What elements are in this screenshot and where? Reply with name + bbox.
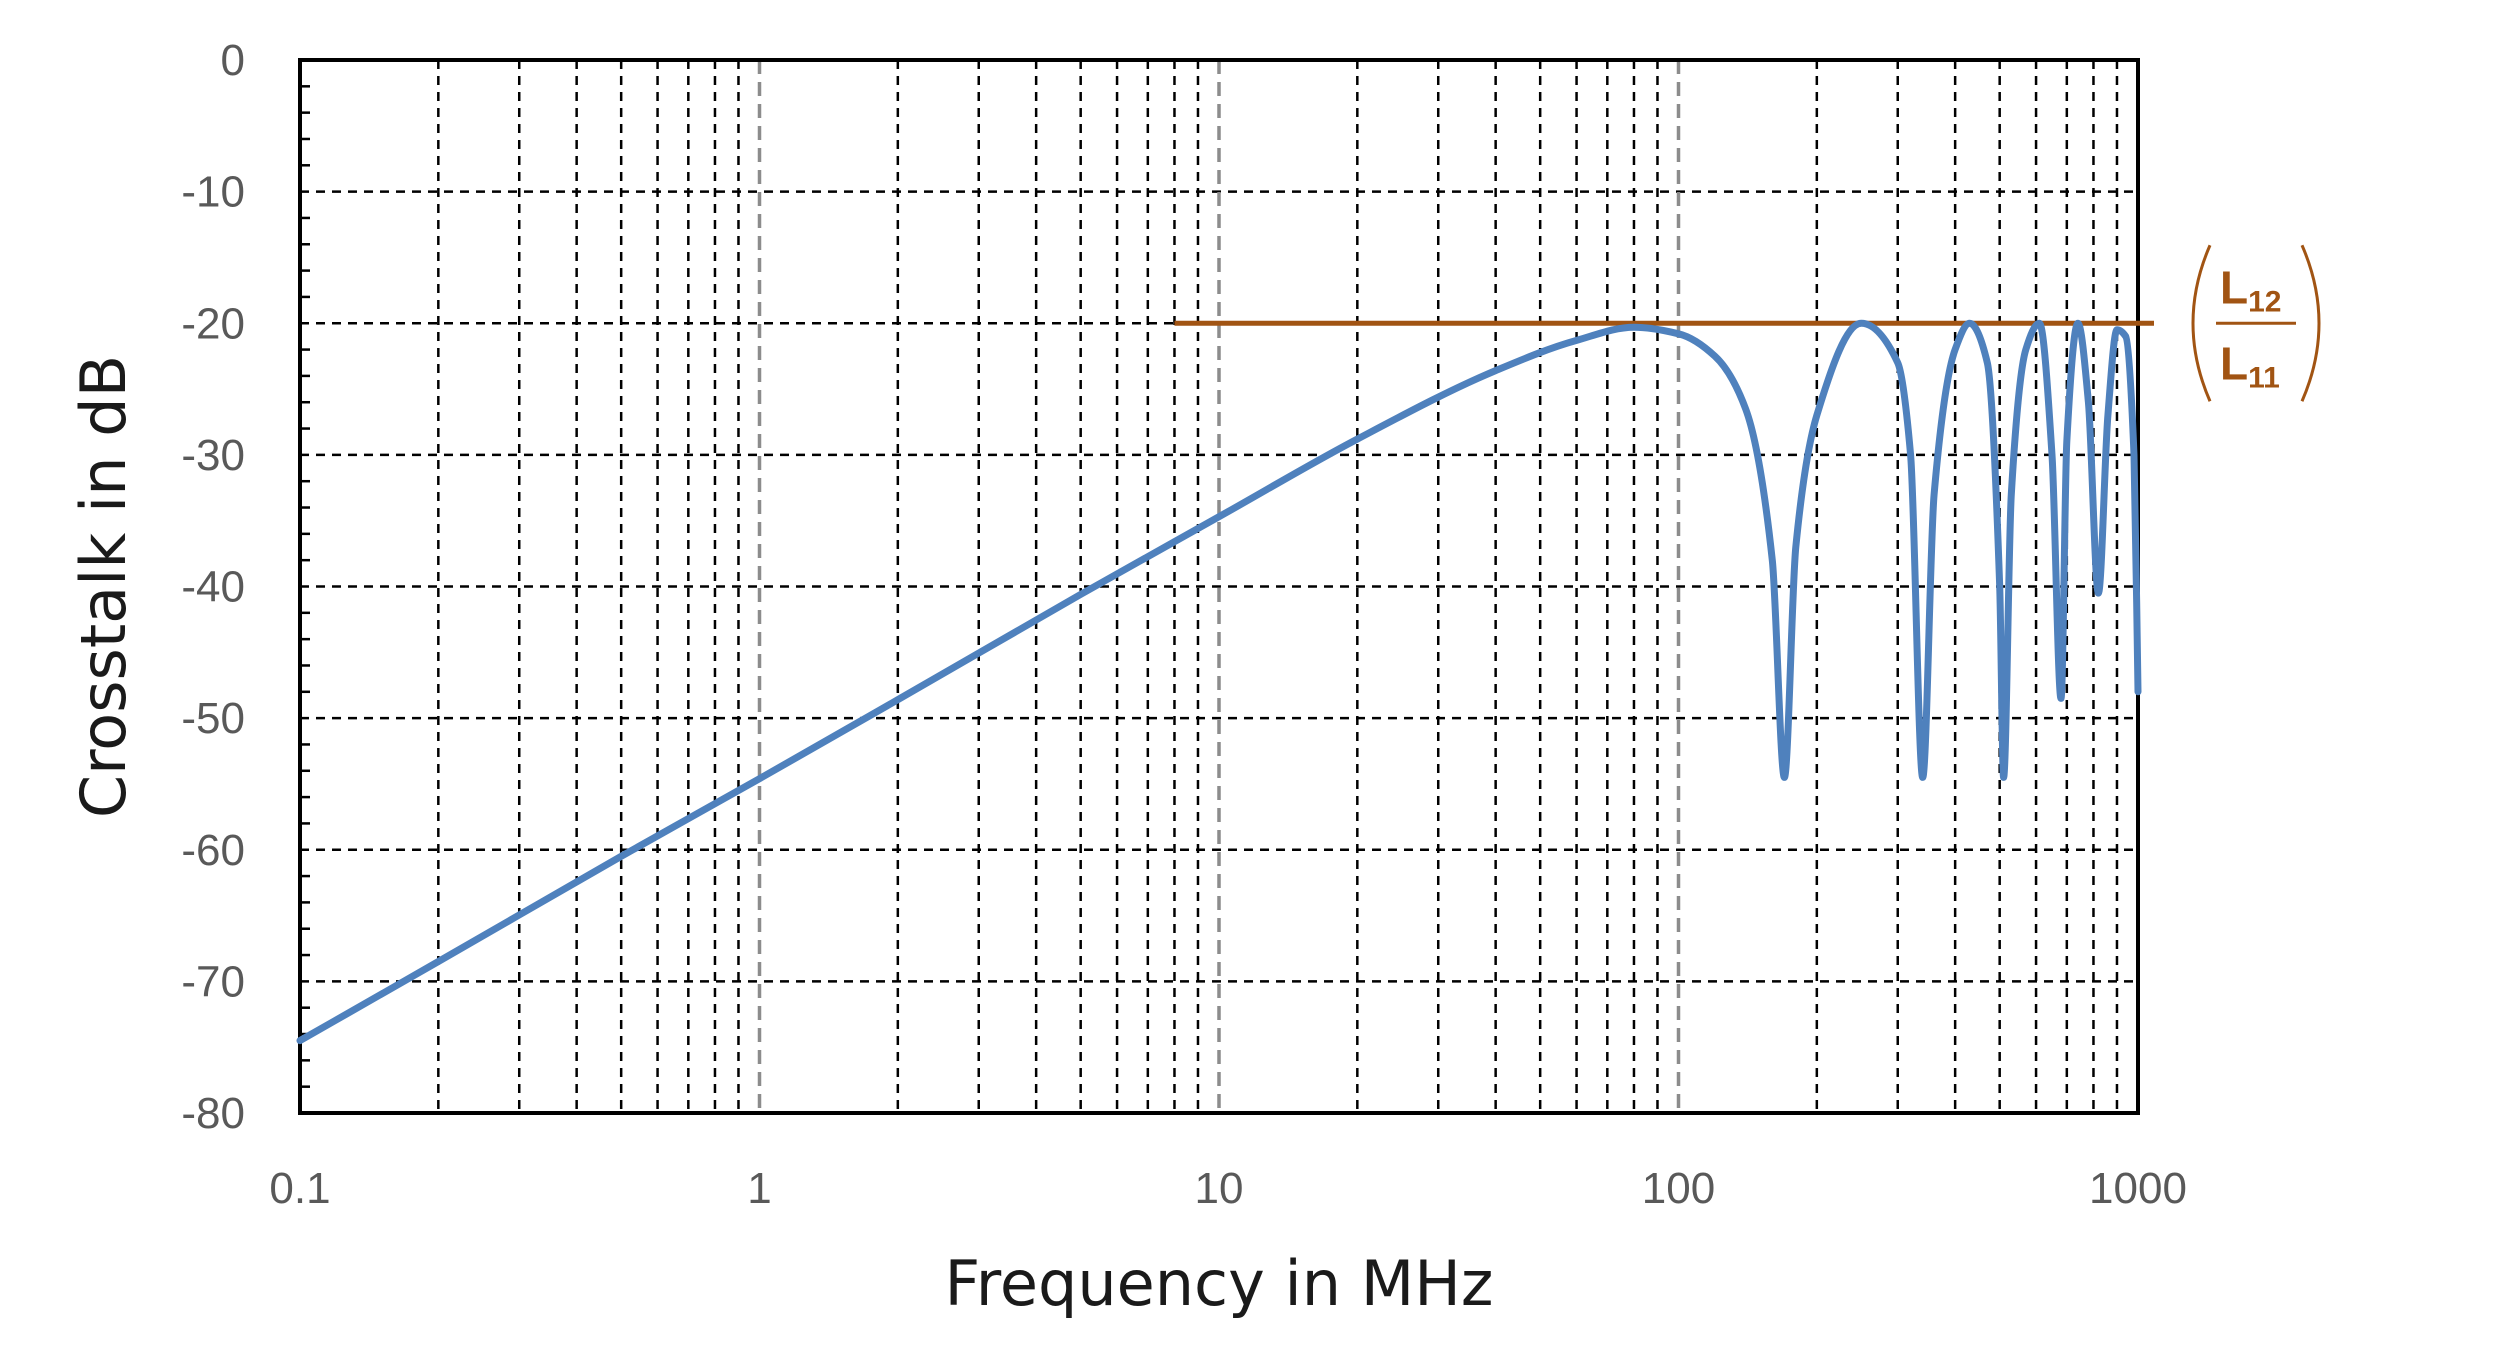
x-tick-label: 0.1 (269, 1164, 330, 1213)
y-tick-label: -30 (181, 431, 245, 480)
x-axis-ticks: 0.1 1 10 100 1000 (269, 1164, 2187, 1213)
x-tick-label: 100 (1642, 1164, 1715, 1213)
y-tick-label: -10 (181, 168, 245, 217)
x-tick-label: 10 (1195, 1164, 1244, 1213)
x-tick-label: 1 (747, 1164, 771, 1213)
x-tick-label: 1000 (2089, 1164, 2187, 1213)
x-axis-title: Frequency in MHz (945, 1247, 1494, 1320)
ratio-annotation: L12 L11 (2191, 244, 2321, 402)
y-tick-label: 0 (221, 36, 245, 85)
left-paren (2191, 244, 2212, 402)
y-tick-label: -80 (181, 1089, 245, 1138)
denominator-letter: L (2220, 337, 2248, 389)
y-tick-label: -40 (181, 563, 245, 612)
y-axis-title: Crosstalk in dB (67, 355, 140, 818)
numerator-subscript: 12 (2248, 285, 2281, 318)
y-axis-ticks: 0 -10 -20 -30 -40 -50 -60 -70 -80 (181, 36, 310, 1138)
grid-lines (300, 60, 2138, 1113)
annotation-numerator: L12 (2220, 261, 2281, 318)
numerator-letter: L (2220, 261, 2248, 313)
denominator-subscript: 11 (2248, 361, 2280, 394)
y-tick-label: -70 (181, 957, 245, 1006)
y-tick-label: -60 (181, 826, 245, 875)
annotation-denominator: L11 (2220, 337, 2280, 394)
series-line (296, 319, 2142, 1045)
y-tick-label: -50 (181, 694, 245, 743)
right-paren (2300, 244, 2321, 402)
y-tick-label: -20 (181, 299, 245, 348)
